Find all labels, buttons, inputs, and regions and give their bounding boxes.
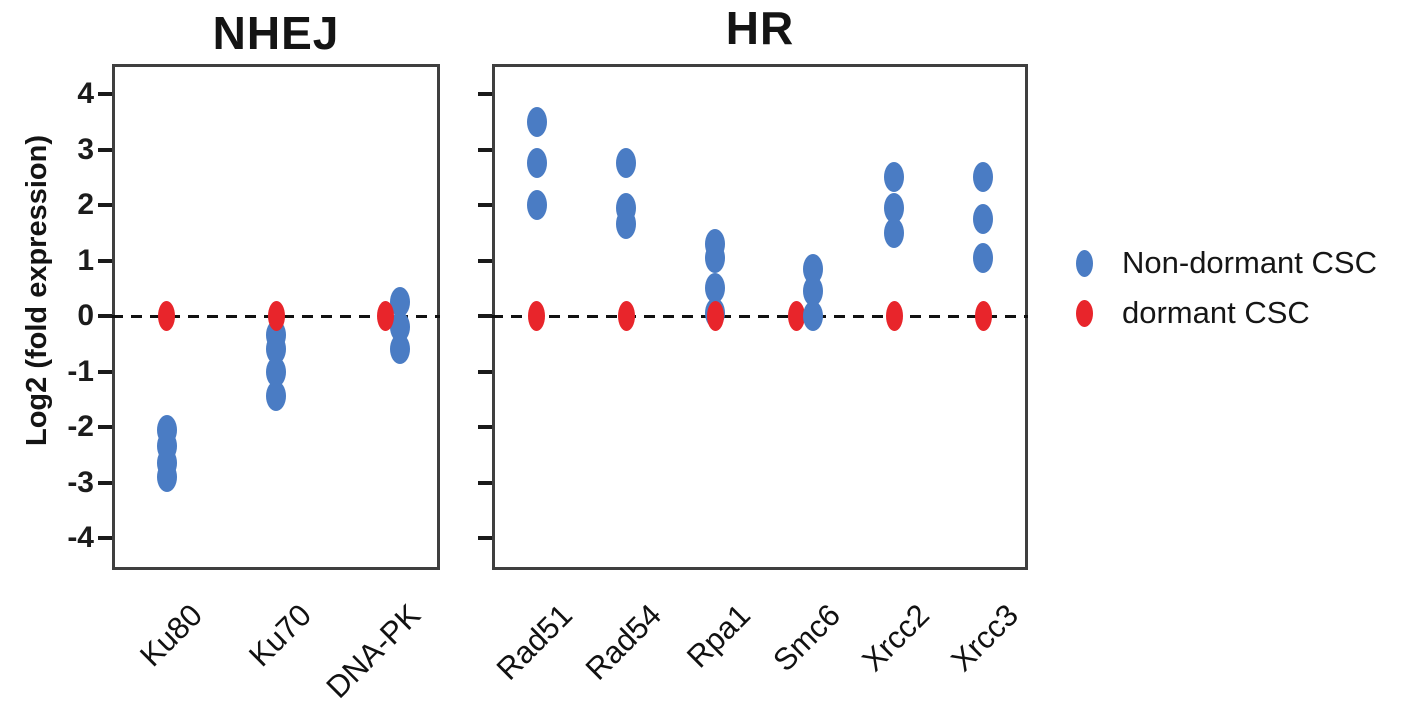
legend-label-dormant: dormant CSC [1122,295,1310,330]
y-tick-label--3: -3 [67,465,94,499]
data-point-non-dormant-xrcc2-1 [884,192,904,223]
data-point-dormant-ku80-0 [158,301,176,331]
y-tick-mark-nhej-1 [98,258,112,263]
y-axis-label: Log2 (fold expression) [20,134,53,446]
legend-row-dormant: dormant CSC [1056,288,1377,338]
data-point-non-dormant-xrcc2-0 [884,162,904,193]
data-point-dormant-rad54-0 [617,301,635,331]
y-tick-mark-hr--2 [478,425,492,429]
data-point-non-dormant-smc6-2 [802,301,823,331]
y-tick-mark-hr-0 [478,314,492,318]
zero-dashed-line-hr [492,315,1028,318]
y-tick-mark-hr--3 [478,480,492,485]
data-point-non-dormant-rpa1-1 [705,242,726,273]
y-tick-mark-hr--1 [478,369,492,374]
x-tick-label-ku80: Ku80 [132,597,209,674]
data-point-non-dormant-xrcc2-2 [884,217,904,248]
data-point-dormant-ku70-0 [267,301,285,331]
y-tick-mark-nhej--1 [98,369,112,374]
data-point-dormant-rpa1-0 [706,301,724,331]
y-tick-label-2: 2 [77,188,94,221]
data-point-non-dormant-ku70-2 [266,356,286,387]
data-point-non-dormant-dna-pk-2 [390,334,411,365]
y-tick-mark-hr-3 [478,147,492,152]
data-point-non-dormant-dna-pk-0 [390,287,411,318]
data-point-non-dormant-rad54-0 [616,148,636,179]
data-point-non-dormant-ku80-3 [156,461,177,492]
y-tick-label-3: 3 [77,132,94,166]
y-tick-label-4: 4 [77,77,94,110]
data-point-non-dormant-rad51-2 [526,190,547,220]
panel-title-nhej: NHEJ [212,7,340,59]
y-tick-label--2: -2 [67,410,94,443]
data-point-non-dormant-rad51-1 [526,148,547,179]
y-tick-label-1: 1 [77,243,94,277]
legend-label-non-dormant: Non-dormant CSC [1122,245,1377,280]
y-tick-label--4: -4 [67,521,94,554]
data-point-dormant-dna-pk-0 [376,301,394,331]
legend: Non-dormant CSC dormant CSC [1056,238,1377,338]
y-tick-label--1: -1 [67,354,94,388]
data-point-non-dormant-ku70-1 [266,334,286,365]
data-point-non-dormant-xrcc3-2 [973,242,994,273]
dormant-csc-dot-icon [1076,299,1093,327]
data-point-dormant-xrcc3-0 [974,301,992,331]
data-point-non-dormant-xrcc3-0 [973,162,994,193]
legend-row-non-dormant: Non-dormant CSC [1056,238,1377,288]
data-point-dormant-smc6-0 [788,301,806,331]
y-tick-mark-nhej-3 [98,147,112,152]
panel-title-hr: HR [725,2,795,54]
data-point-non-dormant-rpa1-2 [705,273,726,304]
data-point-non-dormant-rad51-0 [526,106,547,137]
y-tick-mark-nhej--3 [98,480,112,485]
y-tick-mark-nhej-4 [98,92,112,96]
y-tick-mark-hr-1 [478,258,492,263]
y-tick-mark-nhej--4 [98,536,112,540]
y-tick-label-0: 0 [77,299,94,332]
data-point-non-dormant-rad54-2 [616,209,636,240]
data-point-non-dormant-smc6-0 [802,253,823,284]
data-point-non-dormant-xrcc3-1 [973,203,994,234]
y-tick-mark-hr--4 [478,536,492,540]
y-tick-mark-nhej--2 [98,425,112,429]
y-tick-mark-nhej-2 [98,203,112,207]
y-tick-mark-hr-2 [478,203,492,207]
data-point-dormant-rad51-0 [528,301,546,331]
non-dormant-csc-dot-icon [1076,249,1093,277]
y-axis-label-wrap: Log2 (fold expression) [8,50,66,530]
data-point-non-dormant-smc6-1 [802,276,823,307]
y-tick-mark-hr-4 [478,92,492,96]
data-point-dormant-xrcc2-0 [885,301,903,331]
y-tick-mark-nhej-0 [98,314,112,318]
data-point-non-dormant-ku70-3 [266,381,286,412]
